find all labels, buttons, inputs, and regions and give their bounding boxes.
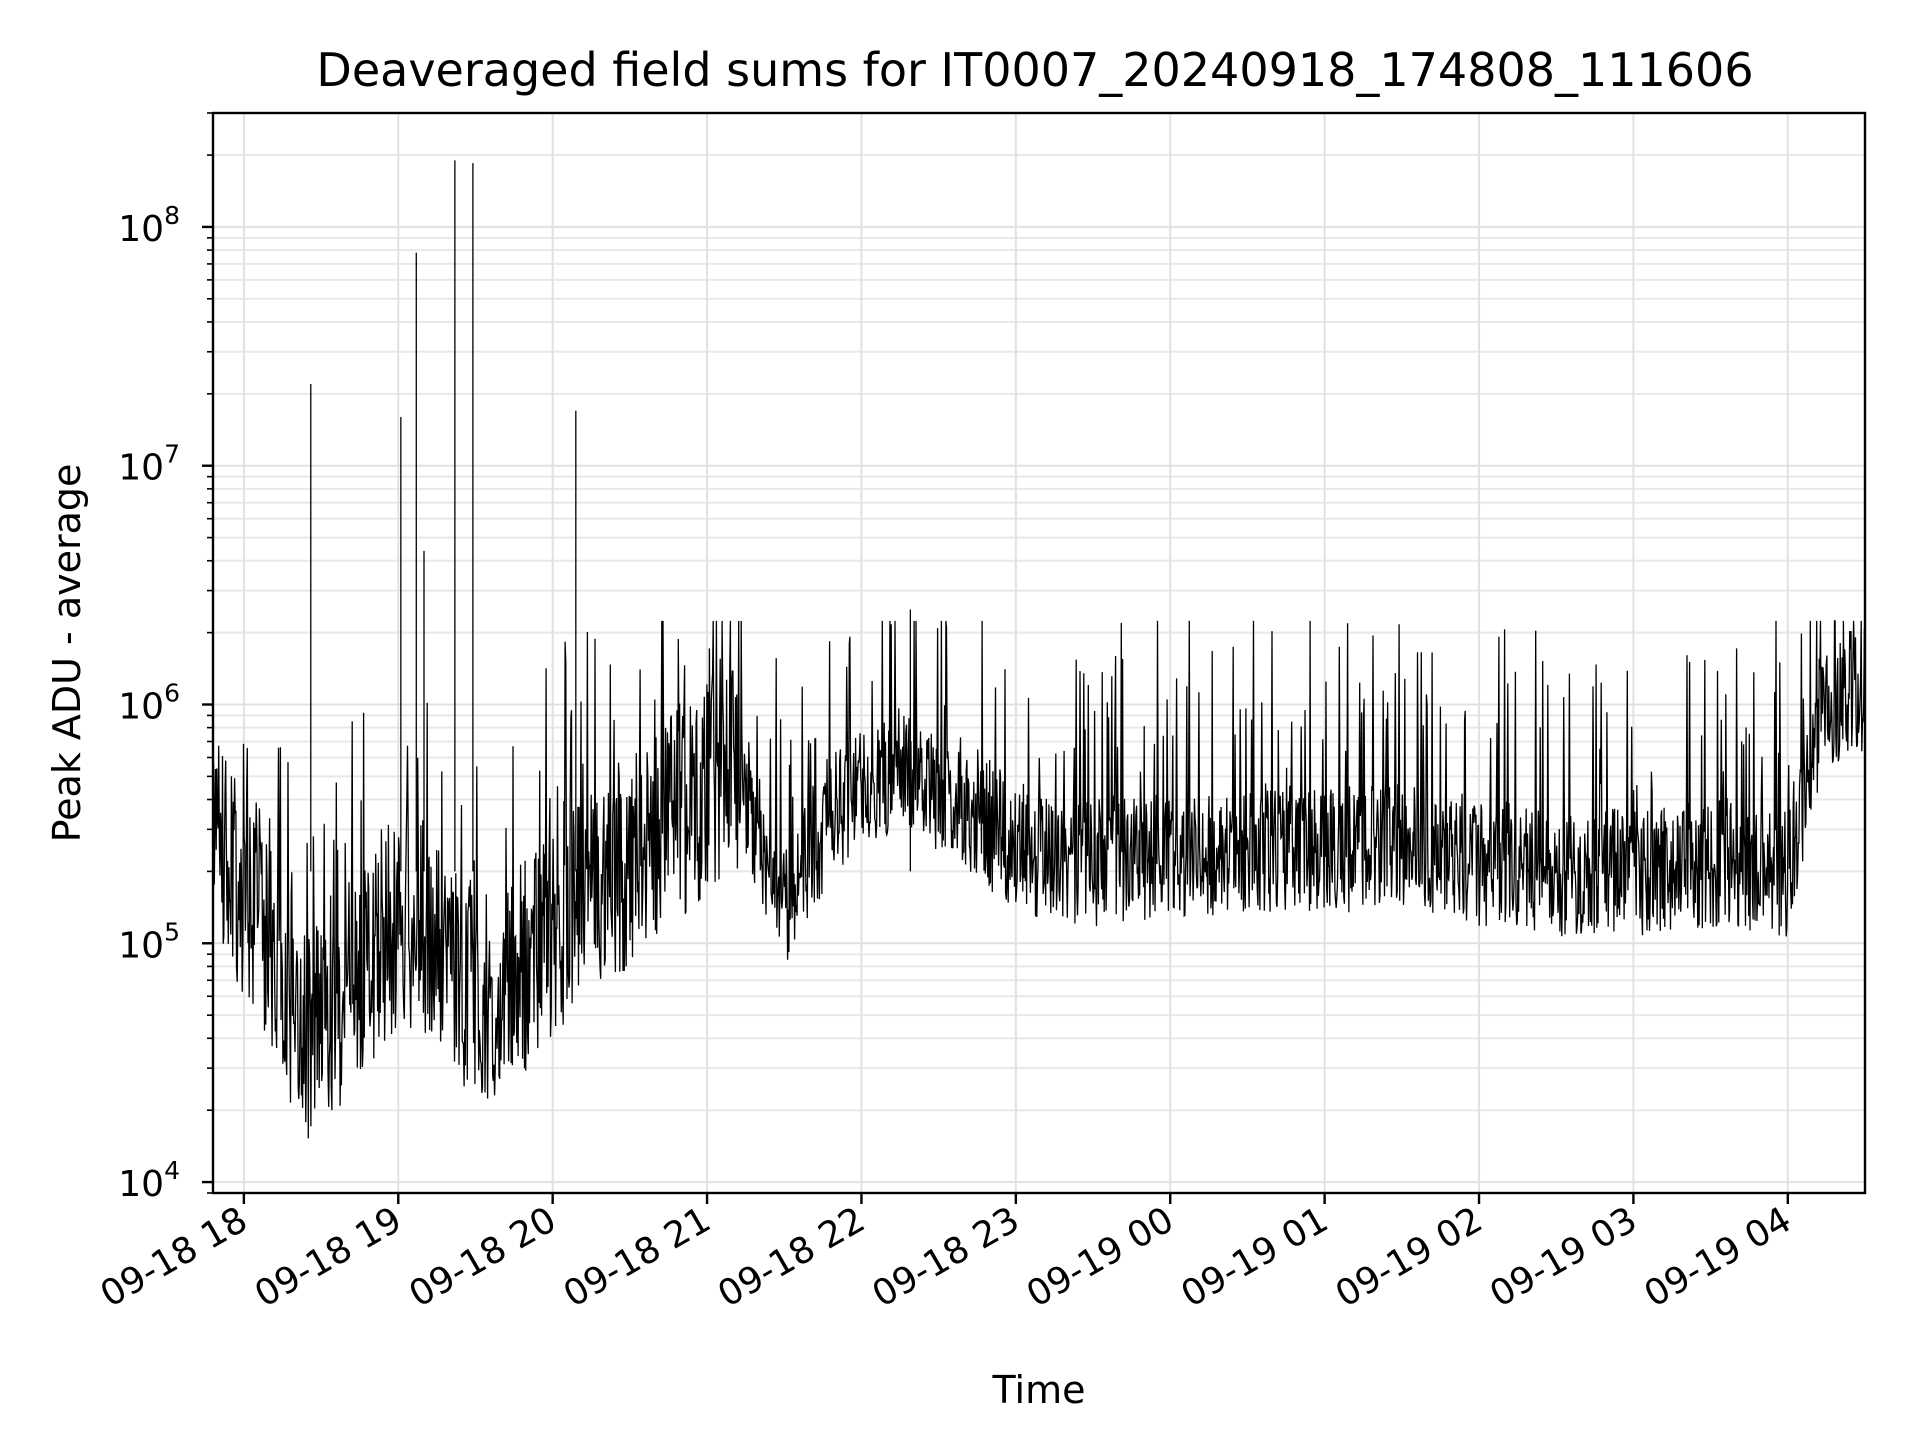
y-tick-label: 108 [118, 201, 180, 250]
y-axis-label: Peak ADU - average [45, 464, 89, 843]
x-tick-label: 09-18 20 [402, 1199, 563, 1315]
series-layer [212, 620, 1866, 1139]
x-tick-label: 09-19 04 [1638, 1199, 1799, 1315]
y-tick-label: 105 [118, 917, 180, 966]
y-tick-label: 107 [118, 440, 180, 489]
x-tick-label: 09-18 23 [866, 1199, 1027, 1315]
x-tick-label: 09-19 00 [1020, 1199, 1181, 1315]
chart-title: Deaveraged field sums for IT0007_2024091… [316, 43, 1753, 97]
y-axis: 104 105 106 107 108 [118, 112, 213, 1205]
plot-frame [211, 111, 1867, 1195]
x-tick-label: 09-19 01 [1174, 1199, 1335, 1315]
x-tick-label: 09-18 21 [557, 1199, 718, 1315]
x-axis-label: Time [992, 1368, 1086, 1412]
x-tick-label: 09-18 19 [248, 1199, 409, 1315]
y-tick-label: 106 [118, 679, 180, 728]
x-tick-label: 09-19 03 [1483, 1199, 1644, 1315]
y-tick-label: 104 [118, 1156, 180, 1205]
series-line [212, 620, 1866, 1139]
x-tick-label: 09-18 18 [94, 1199, 255, 1315]
x-tick-label: 09-19 02 [1329, 1199, 1490, 1315]
grid [213, 112, 1865, 1194]
x-tick-label: 09-18 22 [711, 1199, 872, 1315]
spike-layer [310, 160, 911, 872]
